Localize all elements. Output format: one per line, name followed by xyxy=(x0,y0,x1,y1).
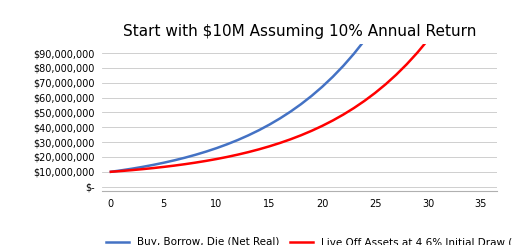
Live Off Assets at 4.6% Initial Draw (Real) xyxy=(319,124,325,127)
Live Off Assets at 4.6% Initial Draw (Real) xyxy=(309,129,315,132)
Live Off Assets at 4.6% Initial Draw (Real) xyxy=(393,73,399,76)
Buy, Borrow, Die (Net Real) xyxy=(245,134,251,137)
Buy, Borrow, Die (Net Real) xyxy=(150,163,156,166)
Live Off Assets at 4.6% Initial Draw (Real) xyxy=(182,163,188,166)
Legend: Buy, Borrow, Die (Net Real), Live Off Assets at 4.6% Initial Draw (Real): Buy, Borrow, Die (Net Real), Live Off As… xyxy=(105,237,512,245)
Live Off Assets at 4.6% Initial Draw (Real) xyxy=(298,134,304,137)
Buy, Borrow, Die (Net Real) xyxy=(319,85,325,88)
Buy, Borrow, Die (Net Real) xyxy=(266,123,272,126)
Buy, Borrow, Die (Net Real) xyxy=(234,139,241,142)
Line: Buy, Borrow, Die (Net Real): Buy, Borrow, Die (Net Real) xyxy=(111,0,481,172)
Buy, Borrow, Die (Net Real) xyxy=(351,52,357,55)
Buy, Borrow, Die (Net Real) xyxy=(182,156,188,159)
Buy, Borrow, Die (Net Real) xyxy=(193,153,199,156)
Buy, Borrow, Die (Net Real) xyxy=(372,24,378,27)
Live Off Assets at 4.6% Initial Draw (Real) xyxy=(203,159,209,162)
Live Off Assets at 4.6% Initial Draw (Real) xyxy=(214,158,220,160)
Buy, Borrow, Die (Net Real) xyxy=(203,150,209,153)
Buy, Borrow, Die (Net Real) xyxy=(277,117,283,120)
Buy, Borrow, Die (Net Real) xyxy=(256,129,262,132)
Buy, Borrow, Die (Net Real) xyxy=(382,8,389,11)
Live Off Assets at 4.6% Initial Draw (Real) xyxy=(193,161,199,164)
Buy, Borrow, Die (Net Real) xyxy=(214,147,220,150)
Buy, Borrow, Die (Net Real) xyxy=(287,110,293,113)
Title: Start with $10M Assuming 10% Annual Return: Start with $10M Assuming 10% Annual Retu… xyxy=(123,24,476,39)
Buy, Borrow, Die (Net Real) xyxy=(161,161,167,164)
Line: Live Off Assets at 4.6% Initial Draw (Real): Live Off Assets at 4.6% Initial Draw (Re… xyxy=(111,0,481,172)
Live Off Assets at 4.6% Initial Draw (Real) xyxy=(330,119,336,122)
Buy, Borrow, Die (Net Real) xyxy=(298,103,304,106)
Live Off Assets at 4.6% Initial Draw (Real) xyxy=(435,24,441,27)
Buy, Borrow, Die (Net Real) xyxy=(139,165,145,168)
Live Off Assets at 4.6% Initial Draw (Real) xyxy=(245,151,251,154)
Live Off Assets at 4.6% Initial Draw (Real) xyxy=(234,153,241,156)
Live Off Assets at 4.6% Initial Draw (Real) xyxy=(171,164,177,167)
Live Off Assets at 4.6% Initial Draw (Real) xyxy=(446,9,452,12)
Live Off Assets at 4.6% Initial Draw (Real) xyxy=(414,51,420,54)
Live Off Assets at 4.6% Initial Draw (Real) xyxy=(340,113,347,116)
Buy, Borrow, Die (Net Real) xyxy=(309,94,315,97)
Buy, Borrow, Die (Net Real) xyxy=(129,167,135,170)
Live Off Assets at 4.6% Initial Draw (Real) xyxy=(287,138,293,141)
Live Off Assets at 4.6% Initial Draw (Real) xyxy=(129,169,135,171)
Buy, Borrow, Die (Net Real) xyxy=(171,159,177,162)
Live Off Assets at 4.6% Initial Draw (Real) xyxy=(139,168,145,171)
Live Off Assets at 4.6% Initial Draw (Real) xyxy=(108,170,114,173)
Buy, Borrow, Die (Net Real) xyxy=(118,169,124,172)
Live Off Assets at 4.6% Initial Draw (Real) xyxy=(256,148,262,151)
Buy, Borrow, Die (Net Real) xyxy=(340,64,347,67)
Buy, Borrow, Die (Net Real) xyxy=(224,143,230,146)
Live Off Assets at 4.6% Initial Draw (Real) xyxy=(150,167,156,170)
Live Off Assets at 4.6% Initial Draw (Real) xyxy=(372,91,378,94)
Live Off Assets at 4.6% Initial Draw (Real) xyxy=(425,38,431,41)
Live Off Assets at 4.6% Initial Draw (Real) xyxy=(224,156,230,159)
Live Off Assets at 4.6% Initial Draw (Real) xyxy=(382,83,389,86)
Live Off Assets at 4.6% Initial Draw (Real) xyxy=(361,99,368,102)
Buy, Borrow, Die (Net Real) xyxy=(361,39,368,42)
Live Off Assets at 4.6% Initial Draw (Real) xyxy=(404,63,410,66)
Live Off Assets at 4.6% Initial Draw (Real) xyxy=(161,165,167,168)
Live Off Assets at 4.6% Initial Draw (Real) xyxy=(266,145,272,148)
Live Off Assets at 4.6% Initial Draw (Real) xyxy=(351,107,357,110)
Buy, Borrow, Die (Net Real) xyxy=(108,170,114,173)
Buy, Borrow, Die (Net Real) xyxy=(330,75,336,78)
Live Off Assets at 4.6% Initial Draw (Real) xyxy=(118,170,124,172)
Live Off Assets at 4.6% Initial Draw (Real) xyxy=(277,142,283,145)
